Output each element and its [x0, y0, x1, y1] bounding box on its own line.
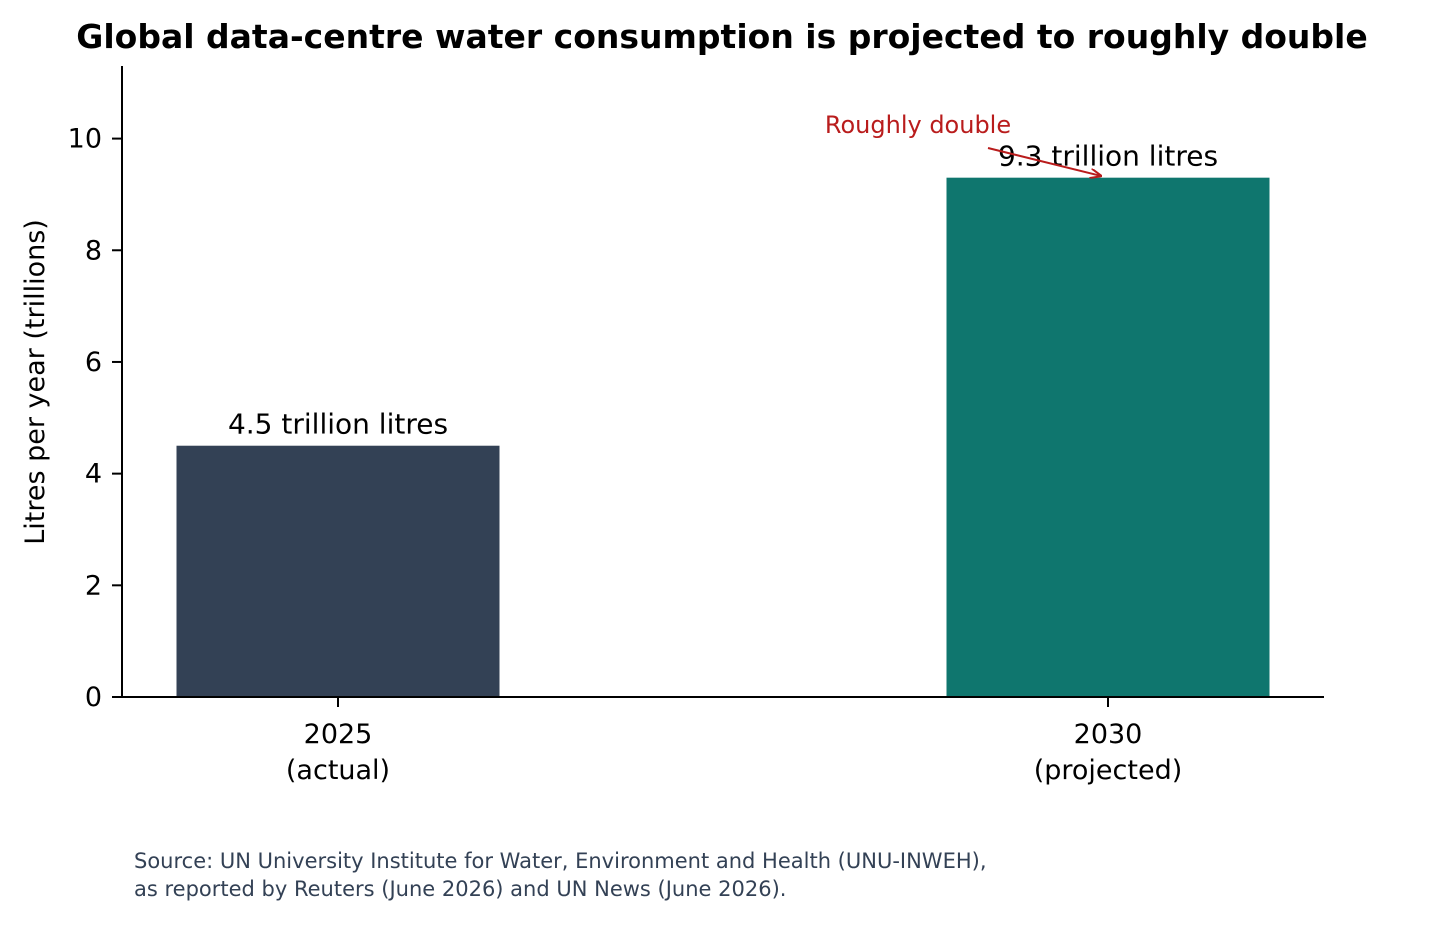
chart-title: Global data-centre water consumption is … [76, 17, 1367, 56]
annotation-arrow [987, 147, 1100, 176]
y-axis-label: Litres per year (trillions) [20, 219, 51, 545]
y-tick-label-0: 0 [85, 682, 102, 713]
source-note-line-1: Source: UN University Institute for Wate… [134, 849, 987, 873]
x-tick-label-2025: 2025 [304, 719, 373, 750]
y-tick-label-4: 4 [85, 459, 102, 490]
y-tick-label-6: 6 [85, 347, 102, 378]
x-tick-label-2030: 2030 [1074, 719, 1143, 750]
annotation-text: Roughly double [825, 111, 1011, 139]
bar-2025 [176, 445, 500, 697]
bar-2030 [946, 177, 1270, 698]
data-labels-group: 4.5 trillion litres 9.3 trillion litres [228, 140, 1218, 441]
y-tick-label-8: 8 [85, 235, 102, 266]
source-note-line-2: as reported by Reuters (June 2026) and U… [134, 877, 786, 901]
x-ticks-group: 2025 (actual) 2030 (projected) [286, 697, 1182, 786]
data-label-2025: 4.5 trillion litres [228, 408, 448, 441]
y-ticks-group: 0 2 4 6 8 10 [68, 124, 122, 713]
data-label-2030: 9.3 trillion litres [998, 140, 1218, 173]
annotation-group: Roughly double [825, 111, 1100, 176]
y-tick-label-2: 2 [85, 570, 102, 601]
y-tick-label-10: 10 [68, 124, 102, 155]
bars-group [176, 177, 1270, 698]
x-tick-note-2025: (actual) [286, 755, 390, 786]
x-tick-note-2030: (projected) [1034, 755, 1183, 786]
